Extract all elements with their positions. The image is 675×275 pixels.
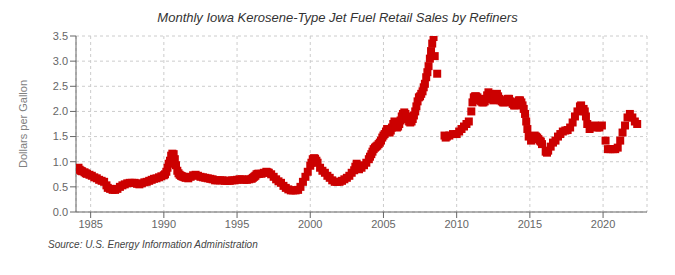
svg-text:1995: 1995	[225, 218, 249, 230]
html-text:Source: U.S. Energy Informatio: Source: U.S. Energy Information Administ…	[48, 239, 258, 250]
svg-text:3.0: 3.0	[53, 55, 68, 67]
svg-text:2000: 2000	[298, 218, 322, 230]
svg-text:2015: 2015	[518, 218, 542, 230]
svg-text:1.0: 1.0	[53, 156, 68, 168]
svg-text:Dollars per Gallon: Dollars per Gallon	[17, 80, 29, 168]
html-text:Monthly Iowa Kerosene-Type Jet: Monthly Iowa Kerosene-Type Jet Fuel Reta…	[157, 10, 518, 25]
svg-text:1990: 1990	[152, 218, 176, 230]
svg-text:2.5: 2.5	[53, 80, 68, 92]
svg-text:2.0: 2.0	[53, 105, 68, 117]
svg-text:2010: 2010	[444, 218, 468, 230]
svg-text:3.5: 3.5	[53, 30, 68, 42]
svg-text:1985: 1985	[78, 218, 102, 230]
svg-text:1.5: 1.5	[53, 130, 68, 142]
svg-text:2020: 2020	[591, 218, 615, 230]
svg-text:2005: 2005	[371, 218, 395, 230]
svg-text:0.0: 0.0	[53, 206, 68, 218]
svg-text:0.5: 0.5	[53, 181, 68, 193]
